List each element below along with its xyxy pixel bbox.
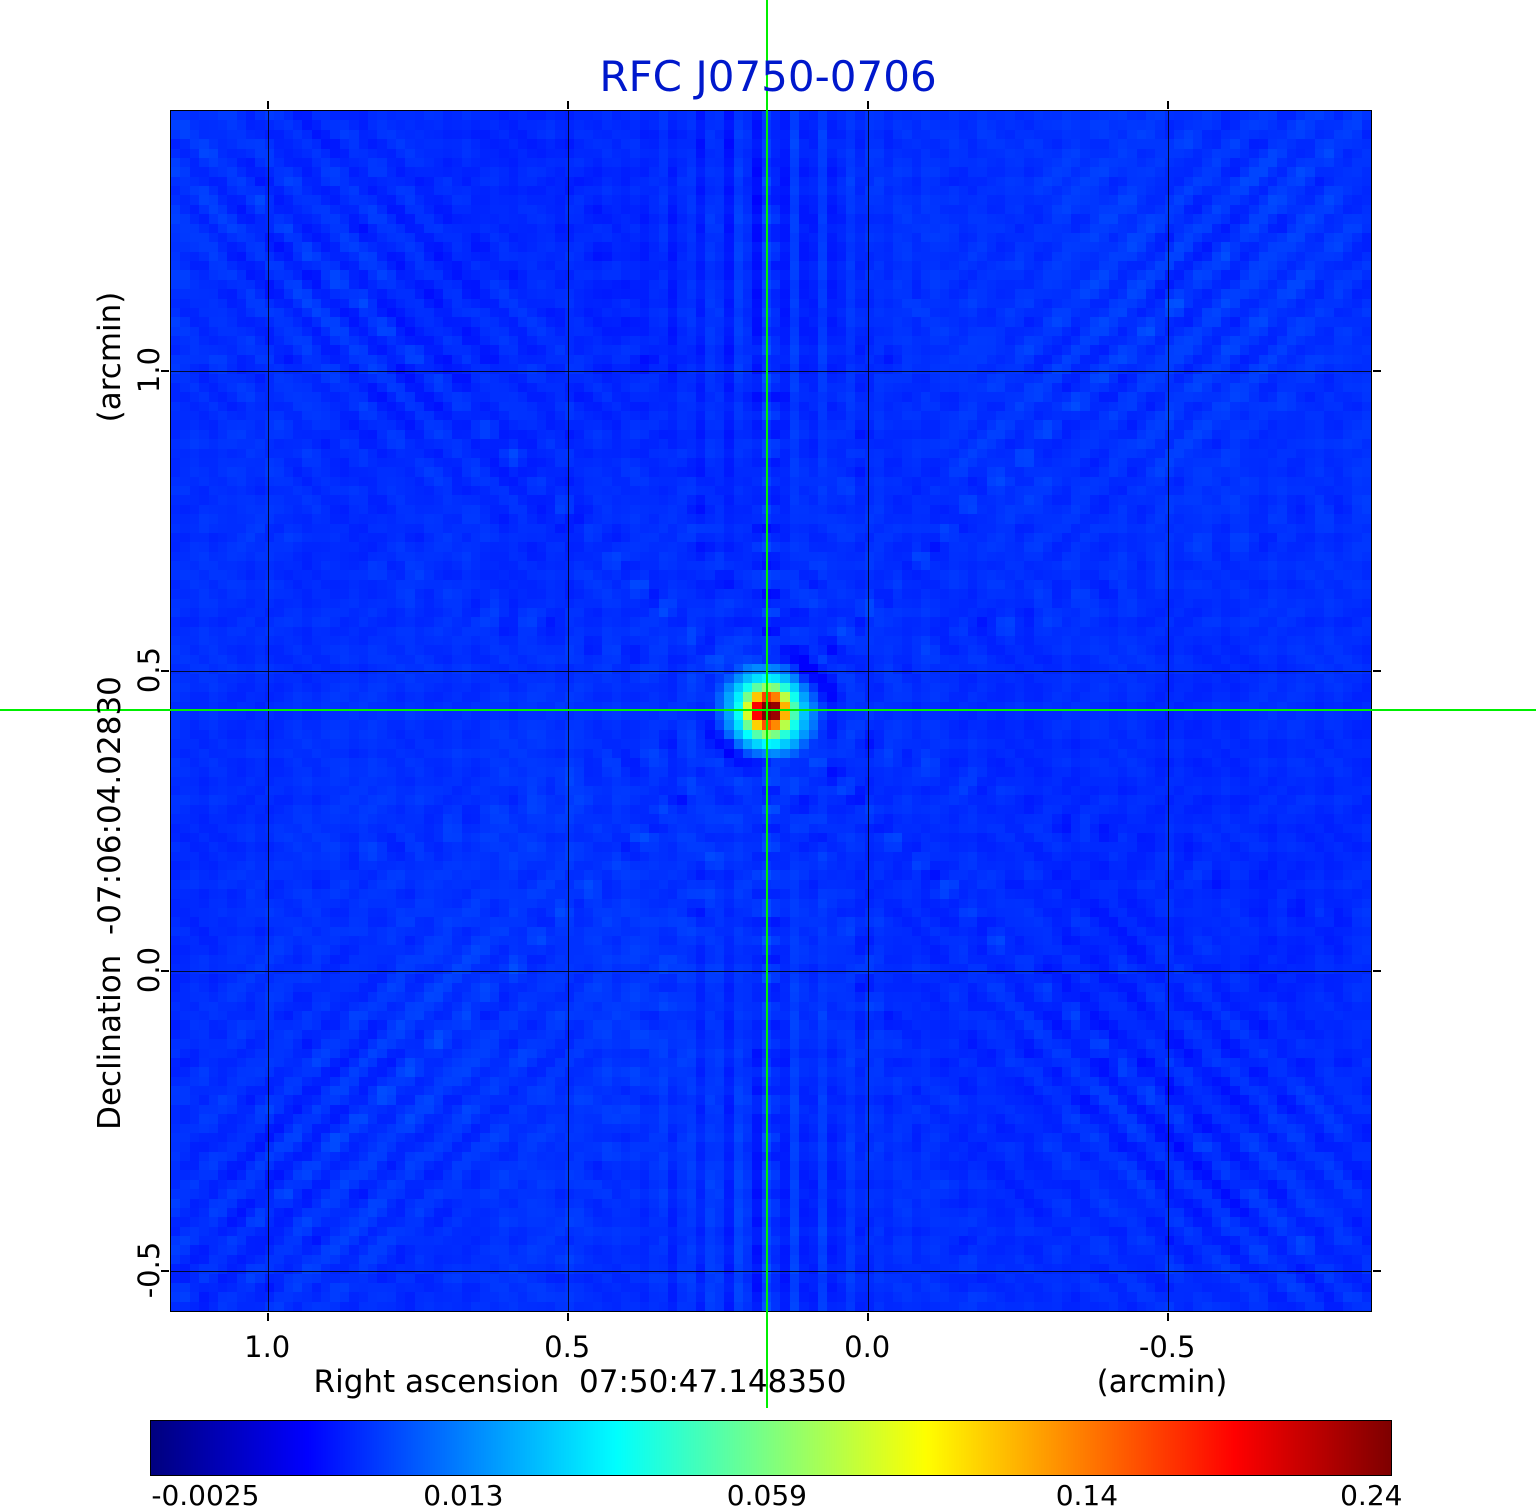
x-tick-label: 0.0: [844, 1330, 891, 1364]
y-axis-unit-label: (arcmin): [92, 291, 128, 423]
plot-area: [170, 110, 1372, 1312]
heatmap-canvas: [171, 111, 1371, 1311]
axis-tick-mark: [1373, 670, 1381, 672]
axis-tick-mark: [1167, 1313, 1169, 1321]
crosshair-vertical-line: [766, 0, 768, 1408]
x-axis-title: Right ascension 07:50:47.148350: [313, 1364, 847, 1400]
plot-title: RFC J0750-0706: [599, 52, 937, 101]
axis-tick-mark: [161, 670, 169, 672]
axis-tick-mark: [1373, 370, 1381, 372]
axis-tick-mark: [1167, 101, 1169, 109]
colorbar-tick-label: 0.14: [1055, 1479, 1119, 1512]
axis-tick-mark: [161, 1270, 169, 1272]
y-tick-label: 0.5: [132, 646, 166, 693]
crosshair-horizontal-line: [0, 709, 1536, 711]
axis-tick-mark: [1373, 1270, 1381, 1272]
axis-tick-mark: [867, 101, 869, 109]
axis-tick-mark: [267, 1313, 269, 1321]
axis-tick-mark: [567, 1313, 569, 1321]
axis-tick-mark: [161, 370, 169, 372]
colorbar-gradient-canvas: [151, 1421, 1391, 1475]
colorbar: [150, 1420, 1392, 1476]
y-tick-label: 1.0: [132, 346, 166, 393]
x-tick-label: 1.0: [244, 1330, 291, 1364]
x-axis-unit-label: (arcmin): [1096, 1364, 1228, 1400]
axis-tick-mark: [867, 1313, 869, 1321]
colorbar-tick-label: 0.24: [1340, 1479, 1403, 1512]
axis-tick-mark: [161, 970, 169, 972]
colorbar-tick-label: 0.059: [726, 1479, 807, 1512]
y-tick-label: -0.5: [132, 1241, 166, 1299]
colorbar-tick-label: 0.013: [423, 1479, 504, 1512]
y-tick-label: 0.0: [132, 946, 166, 993]
x-tick-label: 0.5: [544, 1330, 591, 1364]
axis-tick-mark: [1373, 970, 1381, 972]
colorbar-tick-label: -0.0025: [151, 1479, 260, 1512]
axis-tick-mark: [267, 101, 269, 109]
y-axis-title: Declination -07:06:04.02830: [92, 676, 128, 1130]
axis-tick-mark: [567, 101, 569, 109]
x-tick-label: -0.5: [1138, 1330, 1196, 1364]
